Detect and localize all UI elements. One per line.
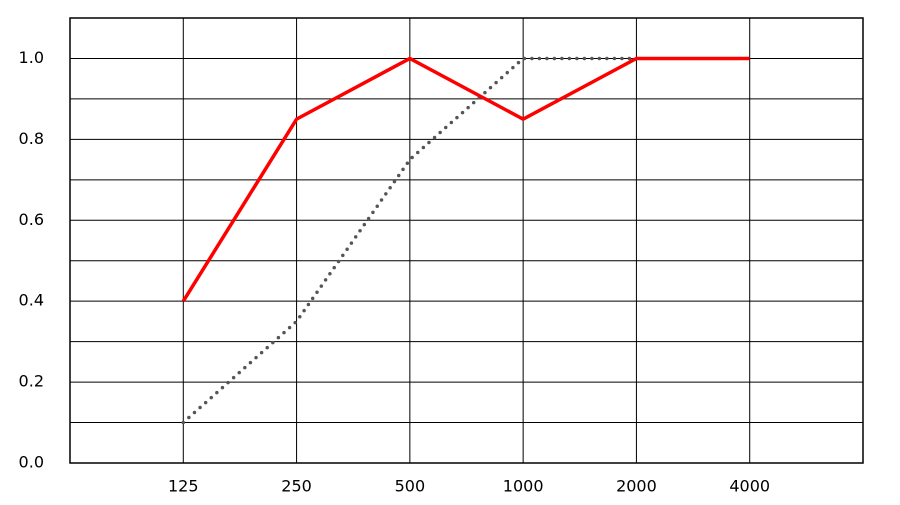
- y-tick-label: 0.8: [19, 129, 44, 148]
- plot-frame: [69, 17, 864, 464]
- x-tick-label: 4000: [729, 477, 770, 496]
- x-tick-label: 1000: [503, 477, 544, 496]
- x-tick-label: 250: [281, 477, 312, 496]
- y-tick-label: 1.0: [19, 48, 44, 67]
- y-tick-label: 0.0: [19, 453, 44, 472]
- y-tick-label: 0.2: [19, 372, 44, 391]
- x-tick-label: 125: [168, 477, 199, 496]
- x-tick-label: 500: [395, 477, 426, 496]
- series-line: [181, 56, 639, 425]
- x-tick-label: 2000: [616, 477, 657, 496]
- y-tick-label: 0.6: [19, 210, 44, 229]
- series-line: [181, 56, 750, 303]
- y-tick-label: 0.4: [19, 291, 44, 310]
